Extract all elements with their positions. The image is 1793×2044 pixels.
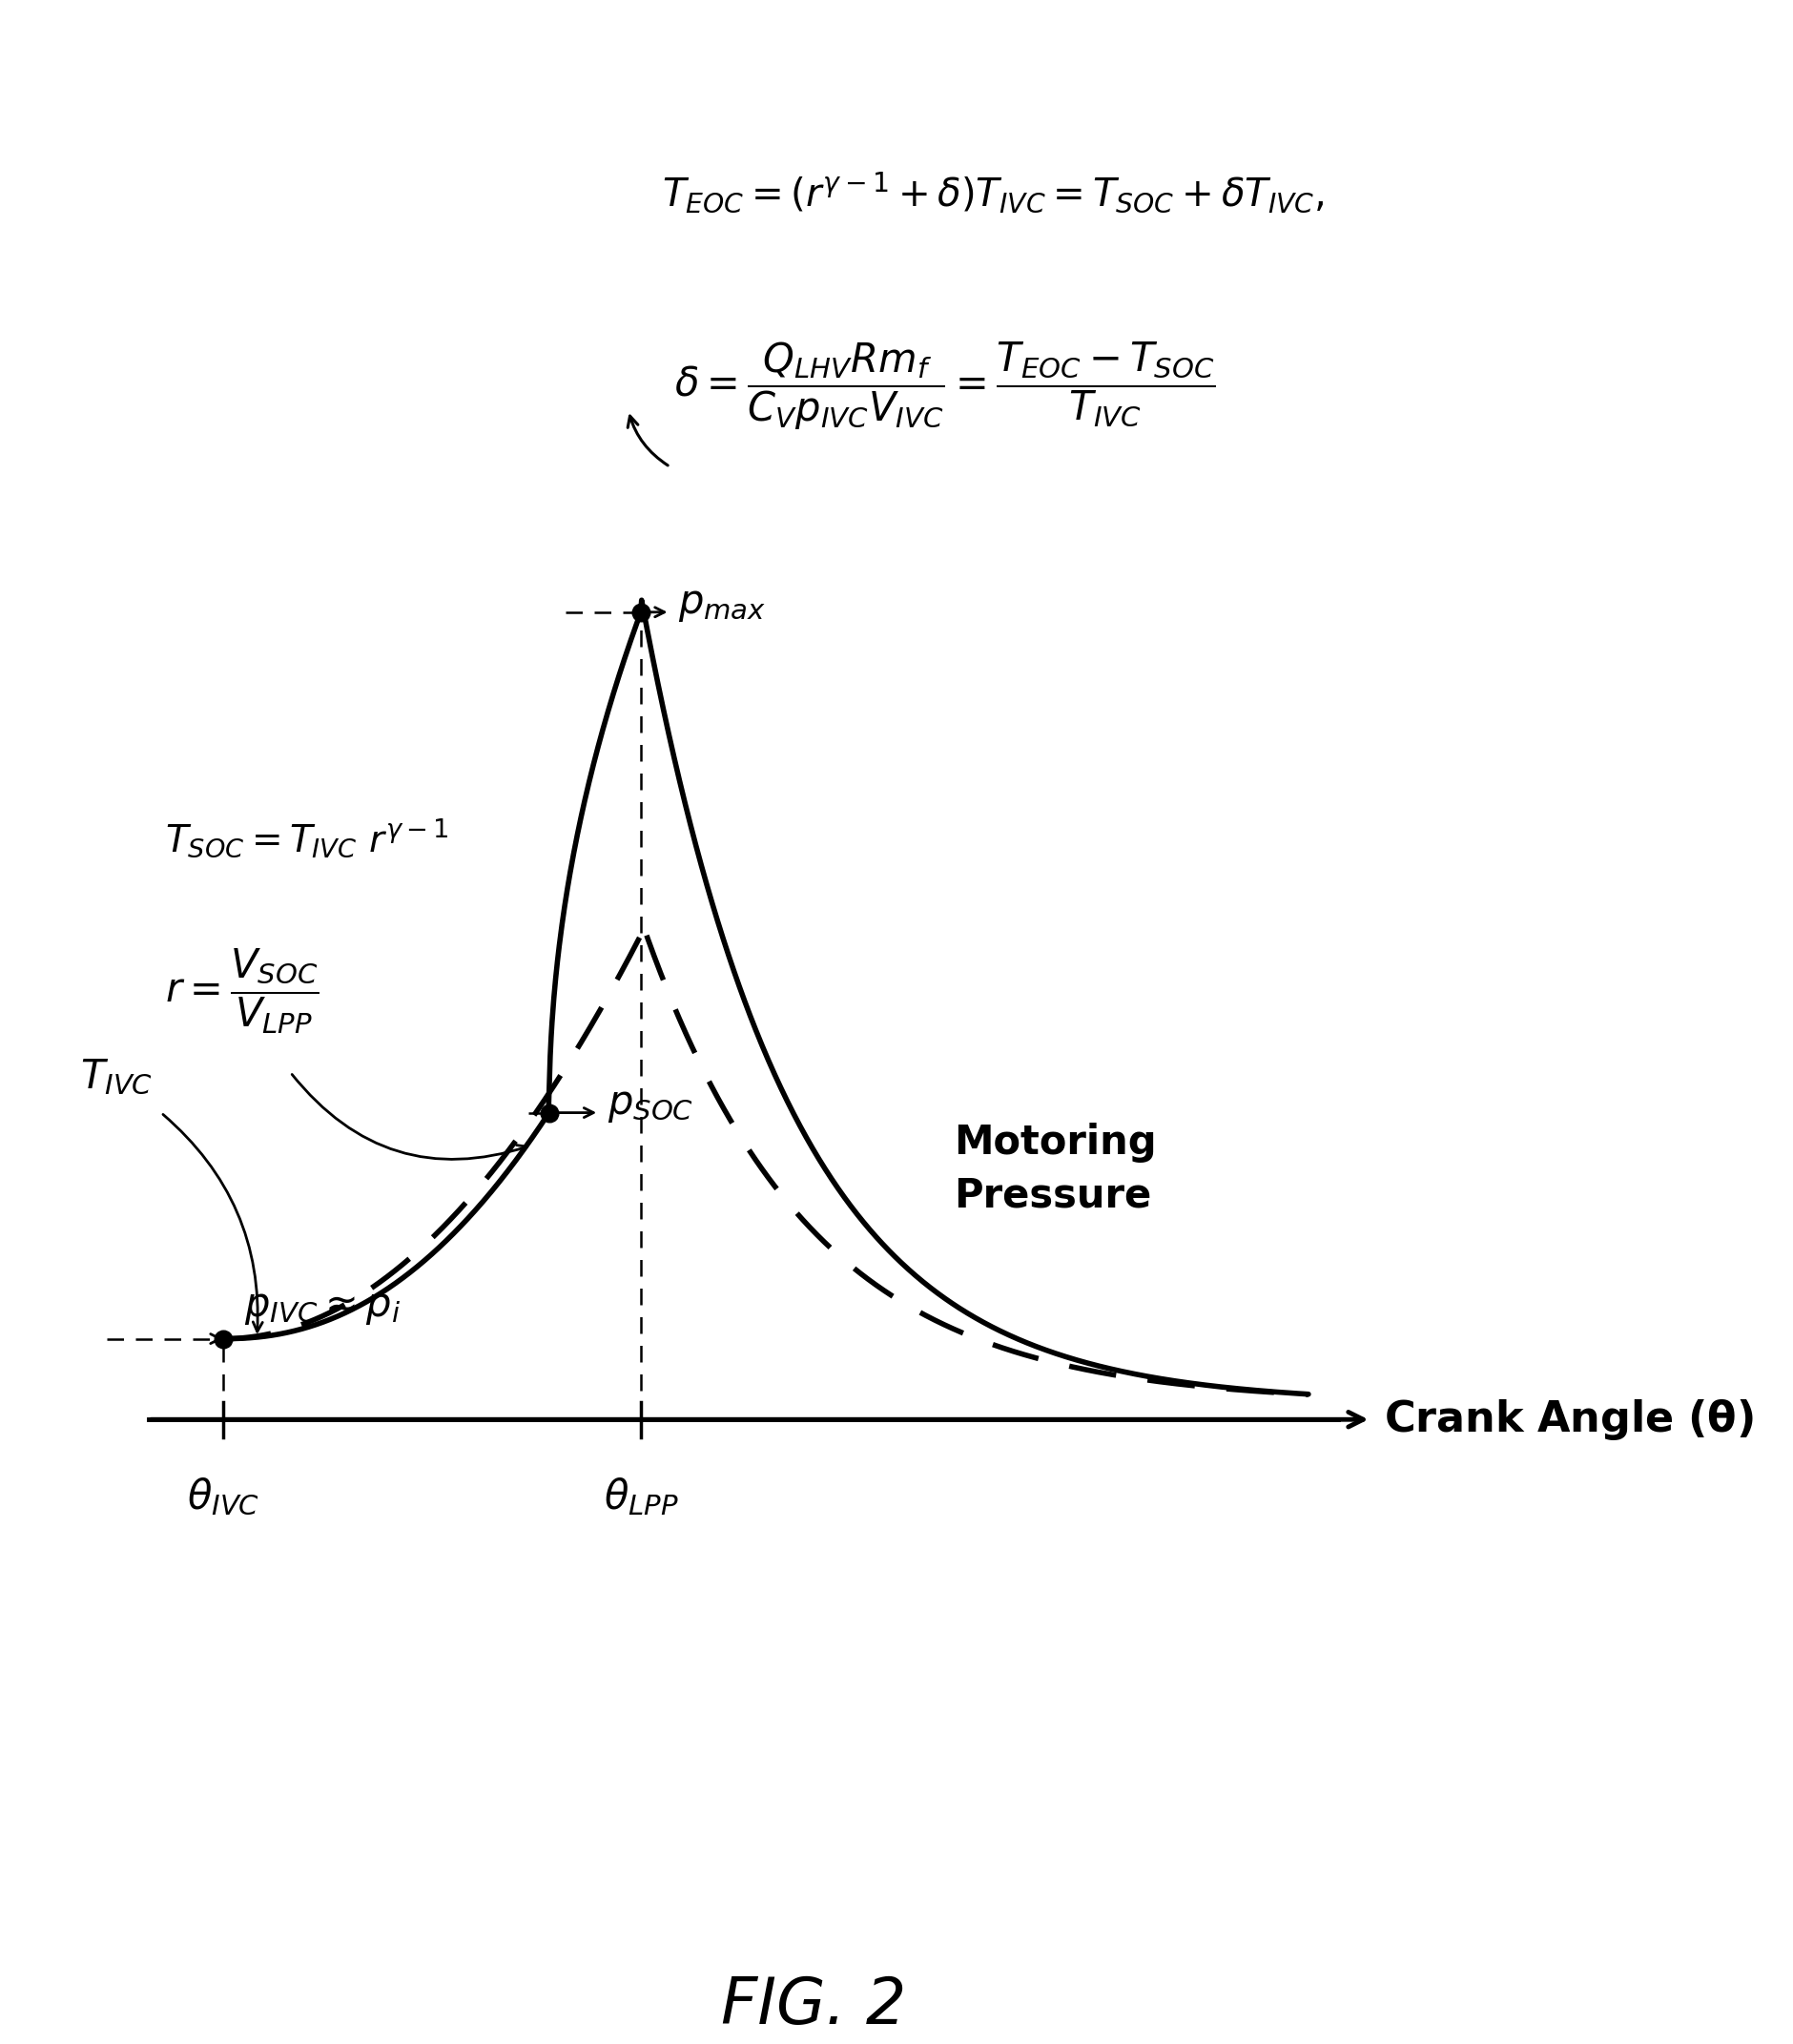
Text: $T_{EOC}=(r^{\gamma-1}+\delta)T_{IVC}=T_{SOC}+\delta T_{IVC},$: $T_{EOC}=(r^{\gamma-1}+\delta)T_{IVC}=T_… <box>662 170 1325 215</box>
Text: $r=\dfrac{V_{SOC}}{V_{LPP}}$: $r=\dfrac{V_{SOC}}{V_{LPP}}$ <box>165 946 319 1036</box>
Point <box>210 1322 238 1355</box>
Text: Motoring
Pressure: Motoring Pressure <box>954 1122 1156 1216</box>
Text: $p_{SOC}$: $p_{SOC}$ <box>608 1085 694 1124</box>
Point <box>626 595 654 628</box>
Point <box>534 1096 563 1128</box>
Text: FIG. 2: FIG. 2 <box>721 1975 907 2038</box>
Text: $\theta_{IVC}$: $\theta_{IVC}$ <box>186 1476 260 1517</box>
Text: $\delta=\dfrac{Q_{LHV}Rm_f}{C_Vp_{IVC}V_{IVC}}=\dfrac{T_{EOC}-T_{SOC}}{T_{IVC}}$: $\delta=\dfrac{Q_{LHV}Rm_f}{C_Vp_{IVC}V_… <box>674 339 1216 431</box>
Text: $p_{max}$: $p_{max}$ <box>678 585 766 623</box>
Text: $\theta_{LPP}$: $\theta_{LPP}$ <box>602 1476 678 1519</box>
Text: $T_{SOC}=T_{IVC}\ r^{\gamma-1}$: $T_{SOC}=T_{IVC}\ r^{\gamma-1}$ <box>165 818 448 858</box>
Text: $p_{IVC}\approx p_i$: $p_{IVC}\approx p_i$ <box>244 1286 402 1327</box>
Text: $T_{IVC}$: $T_{IVC}$ <box>81 1057 152 1096</box>
Text: $\bf{Crank\ Angle\ (\theta)}$: $\bf{Crank\ Angle\ (\theta)}$ <box>1384 1396 1754 1441</box>
